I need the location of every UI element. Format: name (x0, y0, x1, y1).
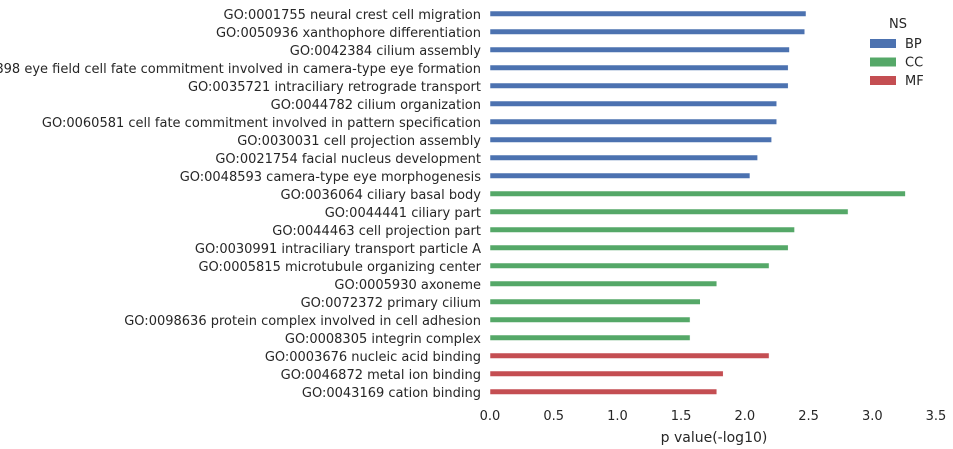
bar-cc (489, 316, 691, 323)
bar-bp (489, 172, 751, 179)
category-label: GO:0046872 metal ion binding (281, 368, 481, 383)
bar-bp (489, 64, 789, 71)
category-label: GO:0060898 eye field cell fate commitmen… (0, 62, 481, 77)
x-tick-label: 1.5 (671, 409, 692, 424)
legend-swatch-cc (870, 57, 896, 67)
category-label: GO:0098636 protein complex involved in c… (124, 314, 481, 329)
category-label: GO:0060581 cell fate commitment involved… (42, 116, 481, 131)
category-label: GO:0043169 cation binding (302, 386, 481, 401)
x-tick-label: 3.0 (862, 409, 883, 424)
bar-cc (489, 280, 718, 287)
category-labels: GO:0001755 neural crest cell migration GO… (0, 8, 482, 401)
bar-mf (489, 388, 718, 395)
category-label: GO:0001755 neural crest cell migration (224, 8, 481, 23)
category-label: GO:0030031 cell projection assembly (237, 134, 481, 149)
category-label: GO:0005930 axoneme (334, 278, 481, 293)
category-label: GO:0003676 nucleic acid binding (265, 350, 481, 365)
x-tick-label: 0.0 (480, 409, 501, 424)
legend-label-bp: BP (905, 37, 922, 52)
category-label: GO:0030991 intraciliary transport partic… (195, 242, 481, 257)
bar-cc (489, 334, 691, 341)
category-label: GO:0008305 integrin complex (285, 332, 481, 347)
bar-bp (489, 154, 758, 161)
bar-cc (489, 190, 906, 197)
bar-bp (489, 10, 807, 17)
bar-bp (489, 100, 777, 107)
category-label: GO:0036064 ciliary basal body (281, 188, 482, 203)
bars-layer (489, 10, 906, 395)
category-label: GO:0044441 ciliary part (325, 206, 481, 221)
bar-mf (489, 352, 770, 359)
category-label: GO:0021754 facial nucleus development (215, 152, 481, 167)
bar-cc (489, 262, 770, 269)
x-axis-ticks: 0.0 0.5 1.0 1.5 2.0 2.5 3.0 3.5 (480, 409, 947, 424)
legend-label-mf: MF (905, 74, 924, 89)
category-label: GO:0048593 camera-type eye morphogenesis (180, 170, 482, 185)
category-label: GO:0005815 microtubule organizing center (198, 260, 481, 275)
category-label: GO:0042384 cilium assembly (290, 44, 482, 59)
bar-bp (489, 28, 805, 35)
category-label: GO:0044463 cell projection part (272, 224, 481, 239)
x-tick-label: 0.5 (543, 409, 564, 424)
legend: NS BP CC MF (870, 17, 924, 89)
category-label: GO:0050936 xanthophore differentiation (216, 26, 481, 41)
bar-bp (489, 136, 772, 143)
x-tick-label: 2.5 (798, 409, 819, 424)
legend-swatch-mf (870, 76, 896, 85)
bar-cc (489, 244, 789, 251)
bar-bp (489, 118, 777, 125)
bar-bp (489, 82, 789, 89)
bar-cc (489, 298, 701, 305)
category-label: GO:0035721 intraciliary retrograde trans… (188, 80, 481, 95)
bar-cc (489, 226, 795, 233)
bar-mf (489, 370, 724, 377)
x-tick-label: 3.5 (926, 409, 947, 424)
legend-label-cc: CC (905, 56, 923, 71)
x-tick-label: 2.0 (735, 409, 756, 424)
legend-swatch-bp (870, 39, 896, 48)
bar-bp (489, 46, 790, 53)
category-label: GO:0044782 cilium organization (271, 98, 481, 113)
legend-title: NS (889, 17, 907, 32)
x-tick-label: 1.0 (607, 409, 628, 424)
x-axis-title: p value(-log10) (661, 430, 768, 446)
bar-cc (489, 208, 849, 215)
category-label: GO:0072372 primary cilium (301, 296, 481, 311)
